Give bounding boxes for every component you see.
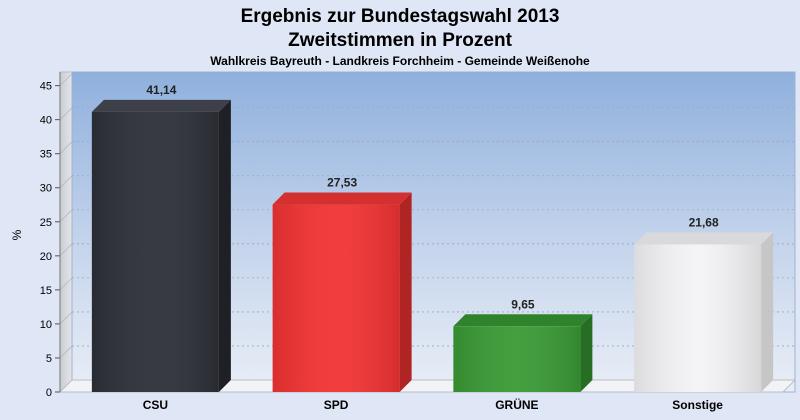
y-tick-label: 40 (40, 115, 52, 127)
gridline-wall (59, 345, 73, 359)
gridline-wall (59, 209, 73, 223)
bar-value-label: 27,53 (327, 176, 357, 190)
gridline-wall (59, 243, 73, 257)
y-tick-label: 0 (46, 387, 52, 399)
bar-shading (272, 204, 400, 392)
bar-value-label: 41,14 (146, 83, 176, 97)
y-axis-label: % (10, 229, 24, 240)
gridline-wall (59, 175, 73, 189)
bar-value-label: 21,68 (689, 215, 719, 229)
y-tick-label: 5 (46, 353, 52, 365)
bar-value-label: 9,65 (511, 297, 535, 311)
bar-side (761, 232, 774, 392)
y-tick-label: 20 (40, 251, 52, 263)
y-tick-label: 15 (40, 285, 52, 297)
bar-shading (634, 244, 762, 392)
bar-top (634, 232, 774, 245)
bar-side (399, 192, 412, 392)
y-tick-label: 25 (40, 217, 52, 229)
gridline-wall (59, 277, 73, 291)
bar-top (91, 99, 231, 112)
chart-subtitle: Zweitstimmen in Prozent (288, 30, 512, 51)
chart-title: Ergebnis zur Bundestagswahl 2013 (241, 6, 560, 27)
plot-area: 0 5 10 15 20 25 30 35 40 45 41,14 CSU 27,53 SPD 9,65 GR… (40, 71, 797, 412)
plot-side-wall (59, 71, 73, 393)
bar-top (272, 192, 412, 205)
gridline-wall (59, 107, 73, 120)
y-tick-label: 10 (40, 319, 52, 331)
x-category-label: CSU (143, 398, 168, 412)
y-tick-label: 30 (40, 183, 52, 195)
bar-shading (91, 111, 219, 392)
gridline-wall (59, 73, 73, 86)
y-tick-label: 35 (40, 149, 52, 161)
bar-top (453, 314, 593, 327)
x-category-label: Sonstige (672, 398, 723, 412)
gridline-wall (59, 141, 73, 154)
chart-region-subtitle: Wahlkreis Bayreuth - Landkreis Forchheim… (210, 54, 590, 68)
x-category-label: GRÜNE (495, 397, 538, 412)
bar-side (218, 99, 231, 392)
bar-side (580, 314, 593, 392)
y-tick-label: 45 (40, 81, 52, 93)
gridline-wall (59, 311, 73, 325)
bar-shading (453, 326, 581, 392)
x-category-label: SPD (324, 398, 349, 412)
